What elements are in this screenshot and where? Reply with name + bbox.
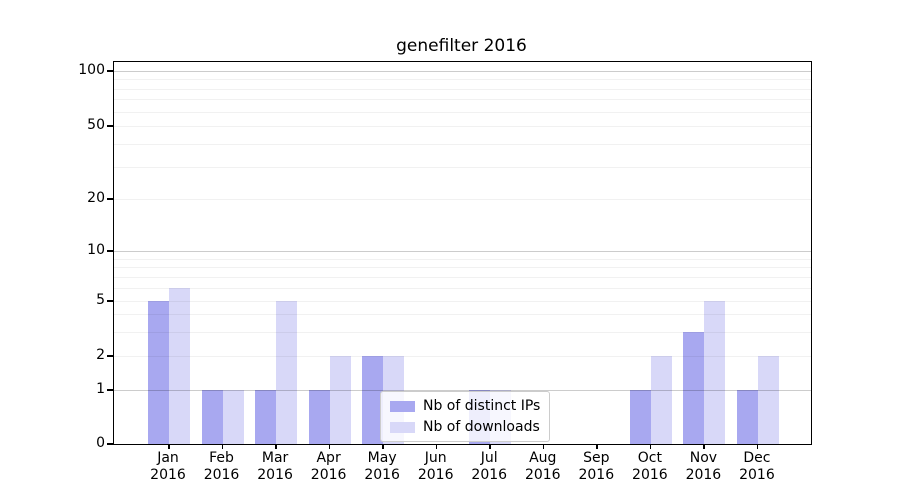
- x-tick-mark: [275, 444, 277, 449]
- plot-area: [113, 61, 812, 445]
- x-tick-label-nov: Nov 2016: [685, 450, 722, 483]
- x-tick-mark: [328, 444, 331, 449]
- y-tick-mark: [107, 250, 113, 252]
- y-tick-mark: [107, 198, 113, 200]
- y-tick-label-2: 2: [96, 347, 105, 363]
- y-tick-mark: [107, 300, 113, 302]
- legend-entry-downloads: Nb of downloads: [390, 419, 540, 435]
- bar-downloads-dec: [757, 356, 779, 444]
- bar-downloads-apr: [329, 356, 351, 444]
- x-tick-label-dec: Dec 2016: [739, 450, 775, 483]
- bar-distinct-ips-jan: [148, 301, 169, 444]
- y-tick-mark: [107, 355, 113, 357]
- x-tick-label-apr: Apr 2016: [310, 450, 347, 483]
- x-tick-mark: [382, 444, 384, 449]
- y-tick-label-0: 0: [96, 435, 105, 451]
- x-tick-label-sep: Sep 2016: [578, 450, 615, 483]
- distinct-ips-swatch: [390, 400, 415, 412]
- x-tick-mark: [542, 444, 545, 449]
- x-tick-label-oct: Oct 2016: [632, 450, 668, 483]
- y-tick-label-50: 50: [87, 117, 105, 133]
- y-tick-label-1: 1: [96, 381, 105, 397]
- legend: Nb of distinct IPs Nb of downloads: [380, 391, 551, 442]
- bar-downloads-nov: [704, 301, 726, 444]
- bar-downloads-oct: [650, 356, 672, 444]
- legend-label: Nb of distinct IPs: [423, 398, 541, 414]
- y-tick-label-100: 100: [78, 62, 105, 78]
- x-tick-mark: [435, 444, 438, 449]
- x-tick-mark: [168, 444, 170, 449]
- x-tick-mark: [649, 444, 652, 449]
- y-tick-label-10: 10: [87, 242, 105, 258]
- bar-distinct-ips-oct: [629, 390, 651, 444]
- bars-layer: [114, 62, 811, 444]
- x-tick-label-jan: Jan 2016: [150, 450, 186, 483]
- y-tick-mark: [107, 70, 113, 72]
- x-tick-label-jul: Jul 2016: [471, 450, 508, 483]
- bar-distinct-ips-feb: [201, 390, 223, 444]
- x-tick-mark: [596, 444, 598, 449]
- downloads-swatch: [390, 421, 415, 433]
- x-tick-mark: [703, 444, 705, 449]
- bar-distinct-ips-mar: [255, 390, 277, 444]
- y-tick-label-20: 20: [87, 190, 105, 206]
- bar-distinct-ips-nov: [683, 331, 705, 444]
- x-tick-mark: [489, 444, 491, 449]
- bar-distinct-ips-apr: [308, 390, 330, 444]
- x-tick-label-may: May 2016: [364, 450, 400, 483]
- x-tick-label-jun: Jun 2016: [417, 450, 454, 483]
- bar-downloads-feb: [222, 390, 244, 444]
- x-tick-label-mar: Mar 2016: [257, 450, 293, 483]
- bar-downloads-jan: [169, 287, 190, 444]
- y-tick-mark: [107, 389, 113, 391]
- x-tick-label-feb: Feb 2016: [203, 450, 240, 483]
- legend-label: Nb of downloads: [423, 419, 540, 435]
- bar-distinct-ips-dec: [736, 390, 758, 444]
- legend-entry-distinct-ips: Nb of distinct IPs: [390, 398, 540, 414]
- bar-distinct-ips-may: [362, 356, 384, 444]
- bar-downloads-mar: [276, 301, 298, 444]
- y-tick-mark: [107, 125, 113, 127]
- chart-title: genefilter 2016: [396, 36, 527, 56]
- x-tick-mark: [221, 444, 224, 449]
- x-tick-label-aug: Aug 2016: [524, 450, 561, 483]
- x-tick-mark: [756, 444, 759, 449]
- y-tick-label-5: 5: [96, 292, 105, 308]
- y-tick-mark: [107, 443, 113, 445]
